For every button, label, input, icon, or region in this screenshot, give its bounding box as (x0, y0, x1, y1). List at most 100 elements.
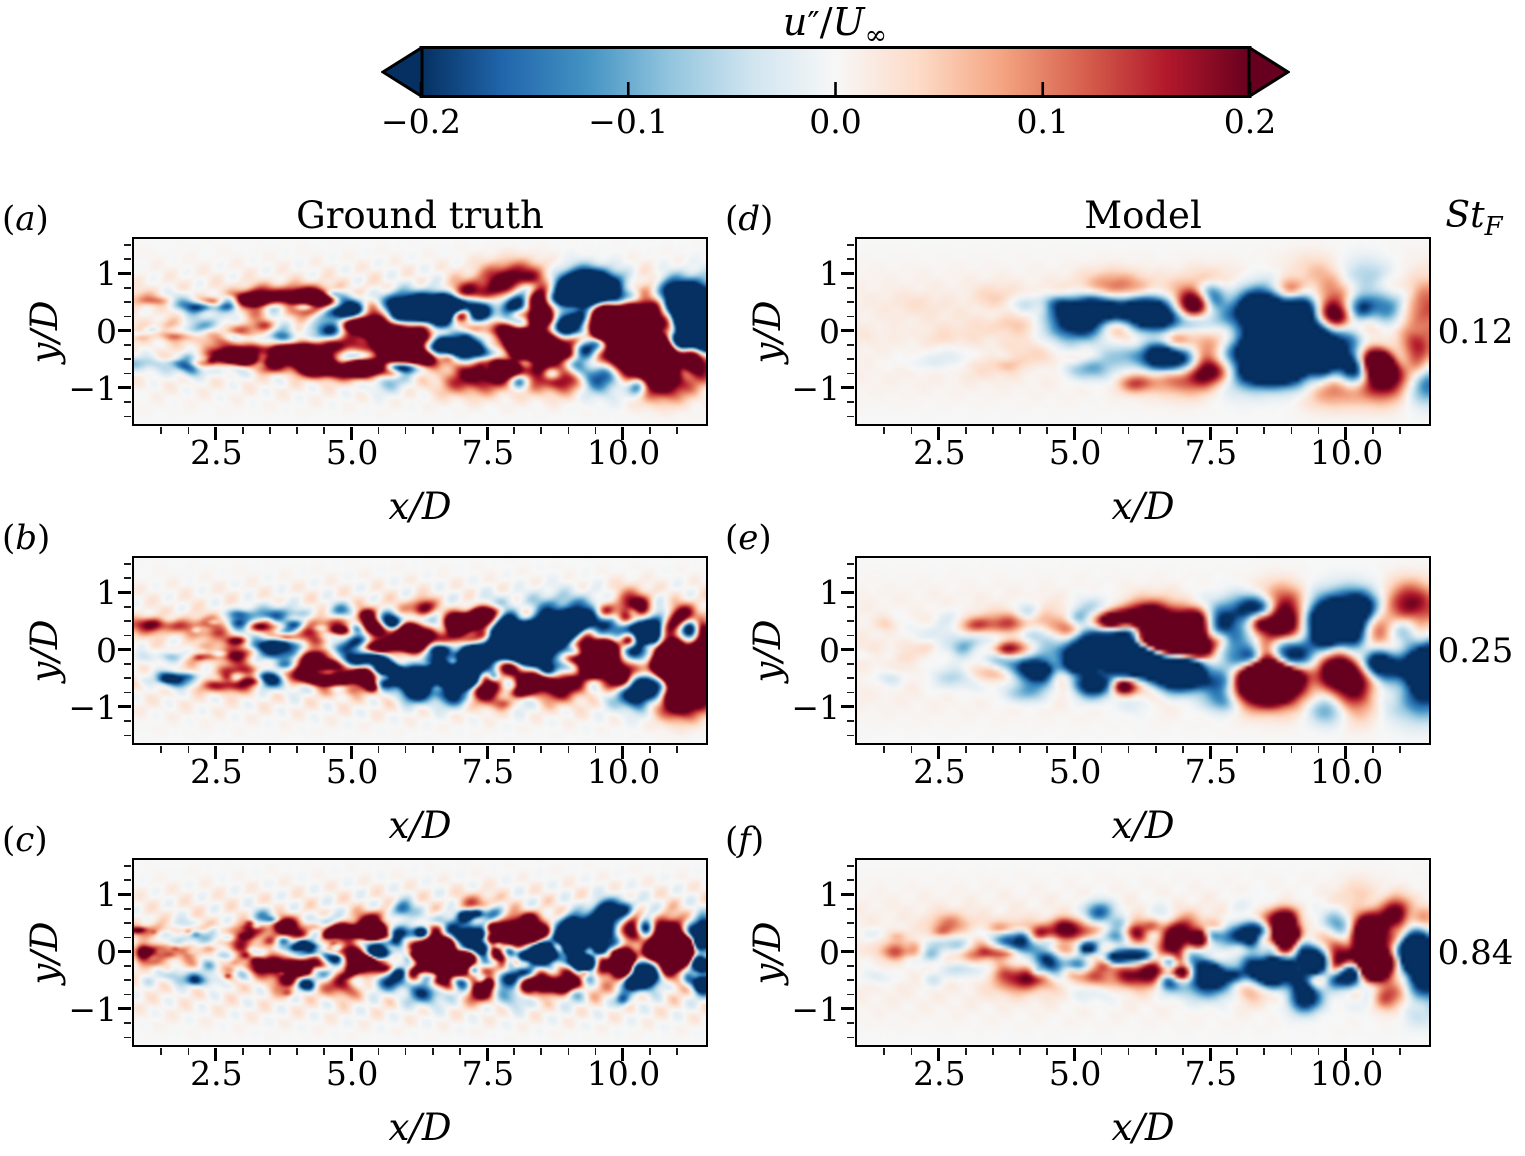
x-minor-tick (377, 745, 380, 753)
y-minor-tick (847, 677, 855, 680)
x-minor-tick (1399, 426, 1401, 434)
x-minor-tick (1236, 426, 1239, 434)
y-minor-tick (124, 879, 132, 882)
x-minor-tick (1372, 426, 1374, 434)
y-minor-tick (124, 401, 132, 403)
x-major-tick (214, 1047, 218, 1061)
y-minor-tick (124, 1022, 132, 1024)
x-minor-tick (649, 745, 651, 753)
y-tick-label: 1 (819, 573, 840, 613)
y-minor-tick (124, 936, 132, 939)
y-minor-tick (124, 315, 132, 318)
x-major-tick (485, 1047, 489, 1061)
y-major-tick (118, 272, 132, 275)
x-minor-tick (1100, 1047, 1103, 1055)
y-minor-tick (124, 734, 132, 737)
y-major-tick (841, 705, 855, 709)
x-minor-tick (513, 1047, 516, 1055)
x-minor-tick (1263, 426, 1266, 434)
y-major-tick (118, 591, 132, 594)
x-major-tick (937, 1047, 941, 1061)
x-minor-tick (459, 426, 461, 434)
x-minor-tick (377, 426, 380, 434)
x-minor-tick (1317, 1047, 1320, 1055)
x-minor-tick (404, 426, 407, 434)
x-minor-tick (964, 426, 967, 434)
x-minor-tick (1263, 1047, 1266, 1055)
x-tick-label: 7.5 (1184, 1054, 1238, 1093)
panel-label: (d) (725, 199, 774, 239)
x-minor-tick (567, 426, 570, 434)
y-minor-tick (847, 720, 855, 722)
flow-field-heatmap (134, 860, 706, 1045)
x-minor-tick (459, 745, 461, 753)
y-minor-tick (124, 301, 132, 303)
x-minor-tick (187, 745, 190, 753)
x-tick-label: 5.0 (325, 433, 379, 472)
x-minor-tick (1046, 426, 1049, 434)
x-minor-tick (1236, 1047, 1239, 1055)
x-axis-label: x/D (388, 804, 452, 847)
x-minor-tick (1154, 1047, 1157, 1055)
x-minor-tick (1182, 1047, 1184, 1055)
y-minor-tick (847, 358, 855, 361)
x-minor-tick (513, 426, 516, 434)
y-minor-tick (847, 244, 855, 246)
x-tick-label: 2.5 (190, 433, 243, 472)
x-minor-tick (377, 1047, 380, 1055)
colorbar (380, 44, 1291, 100)
x-minor-tick (323, 1047, 326, 1055)
flow-field-heatmap (857, 860, 1429, 1045)
x-minor-tick (459, 1047, 461, 1055)
y-minor-tick (124, 415, 132, 418)
y-minor-tick (847, 258, 855, 261)
x-minor-tick (187, 426, 190, 434)
x-tick-label: 7.5 (461, 752, 515, 791)
y-minor-tick (124, 634, 132, 637)
x-minor-tick (1046, 1047, 1049, 1055)
y-minor-tick (124, 577, 132, 580)
x-minor-tick (160, 426, 163, 434)
y-minor-tick (847, 1036, 855, 1039)
y-major-tick (118, 386, 132, 390)
x-minor-tick (431, 745, 434, 753)
x-minor-tick (1046, 745, 1049, 753)
colorbar-tick-label: −0.2 (380, 102, 462, 141)
x-minor-tick (1019, 426, 1021, 434)
x-minor-tick (296, 426, 298, 434)
y-minor-tick (124, 563, 132, 565)
y-minor-tick (847, 401, 855, 403)
x-minor-tick (567, 745, 570, 753)
y-minor-tick (847, 605, 855, 608)
plot-frame (118, 237, 708, 440)
x-minor-tick (404, 745, 407, 753)
colorbar-title-u: u (782, 0, 808, 44)
panel-label: (a) (2, 199, 49, 239)
x-minor-tick (594, 426, 597, 434)
plot-frame (841, 237, 1431, 440)
colorbar-title: u″/U∞ (685, 0, 985, 58)
x-tick-label: 5.0 (325, 752, 379, 791)
y-minor-tick (847, 993, 855, 996)
y-minor-tick (124, 620, 132, 622)
x-minor-tick (1019, 1047, 1021, 1055)
y-minor-tick (847, 563, 855, 565)
y-tick-label: 0 (96, 630, 117, 670)
x-major-tick (937, 745, 941, 759)
y-minor-tick (847, 965, 855, 967)
x-tick-label: 2.5 (190, 752, 243, 791)
x-minor-tick (296, 1047, 298, 1055)
y-minor-tick (847, 879, 855, 882)
y-tick-label: 1 (819, 254, 840, 294)
y-tick-label: −1 (791, 368, 840, 408)
y-minor-tick (124, 344, 132, 346)
x-tick-label: 5.0 (1048, 752, 1102, 791)
x-minor-tick (992, 426, 994, 434)
x-minor-tick (1372, 745, 1374, 753)
y-tick-label: −1 (791, 989, 840, 1029)
x-tick-label: 7.5 (1184, 752, 1238, 791)
panel-label: (f) (725, 820, 765, 860)
x-minor-tick (1100, 745, 1103, 753)
x-major-tick (485, 745, 489, 759)
x-tick-label: 2.5 (913, 1054, 966, 1093)
